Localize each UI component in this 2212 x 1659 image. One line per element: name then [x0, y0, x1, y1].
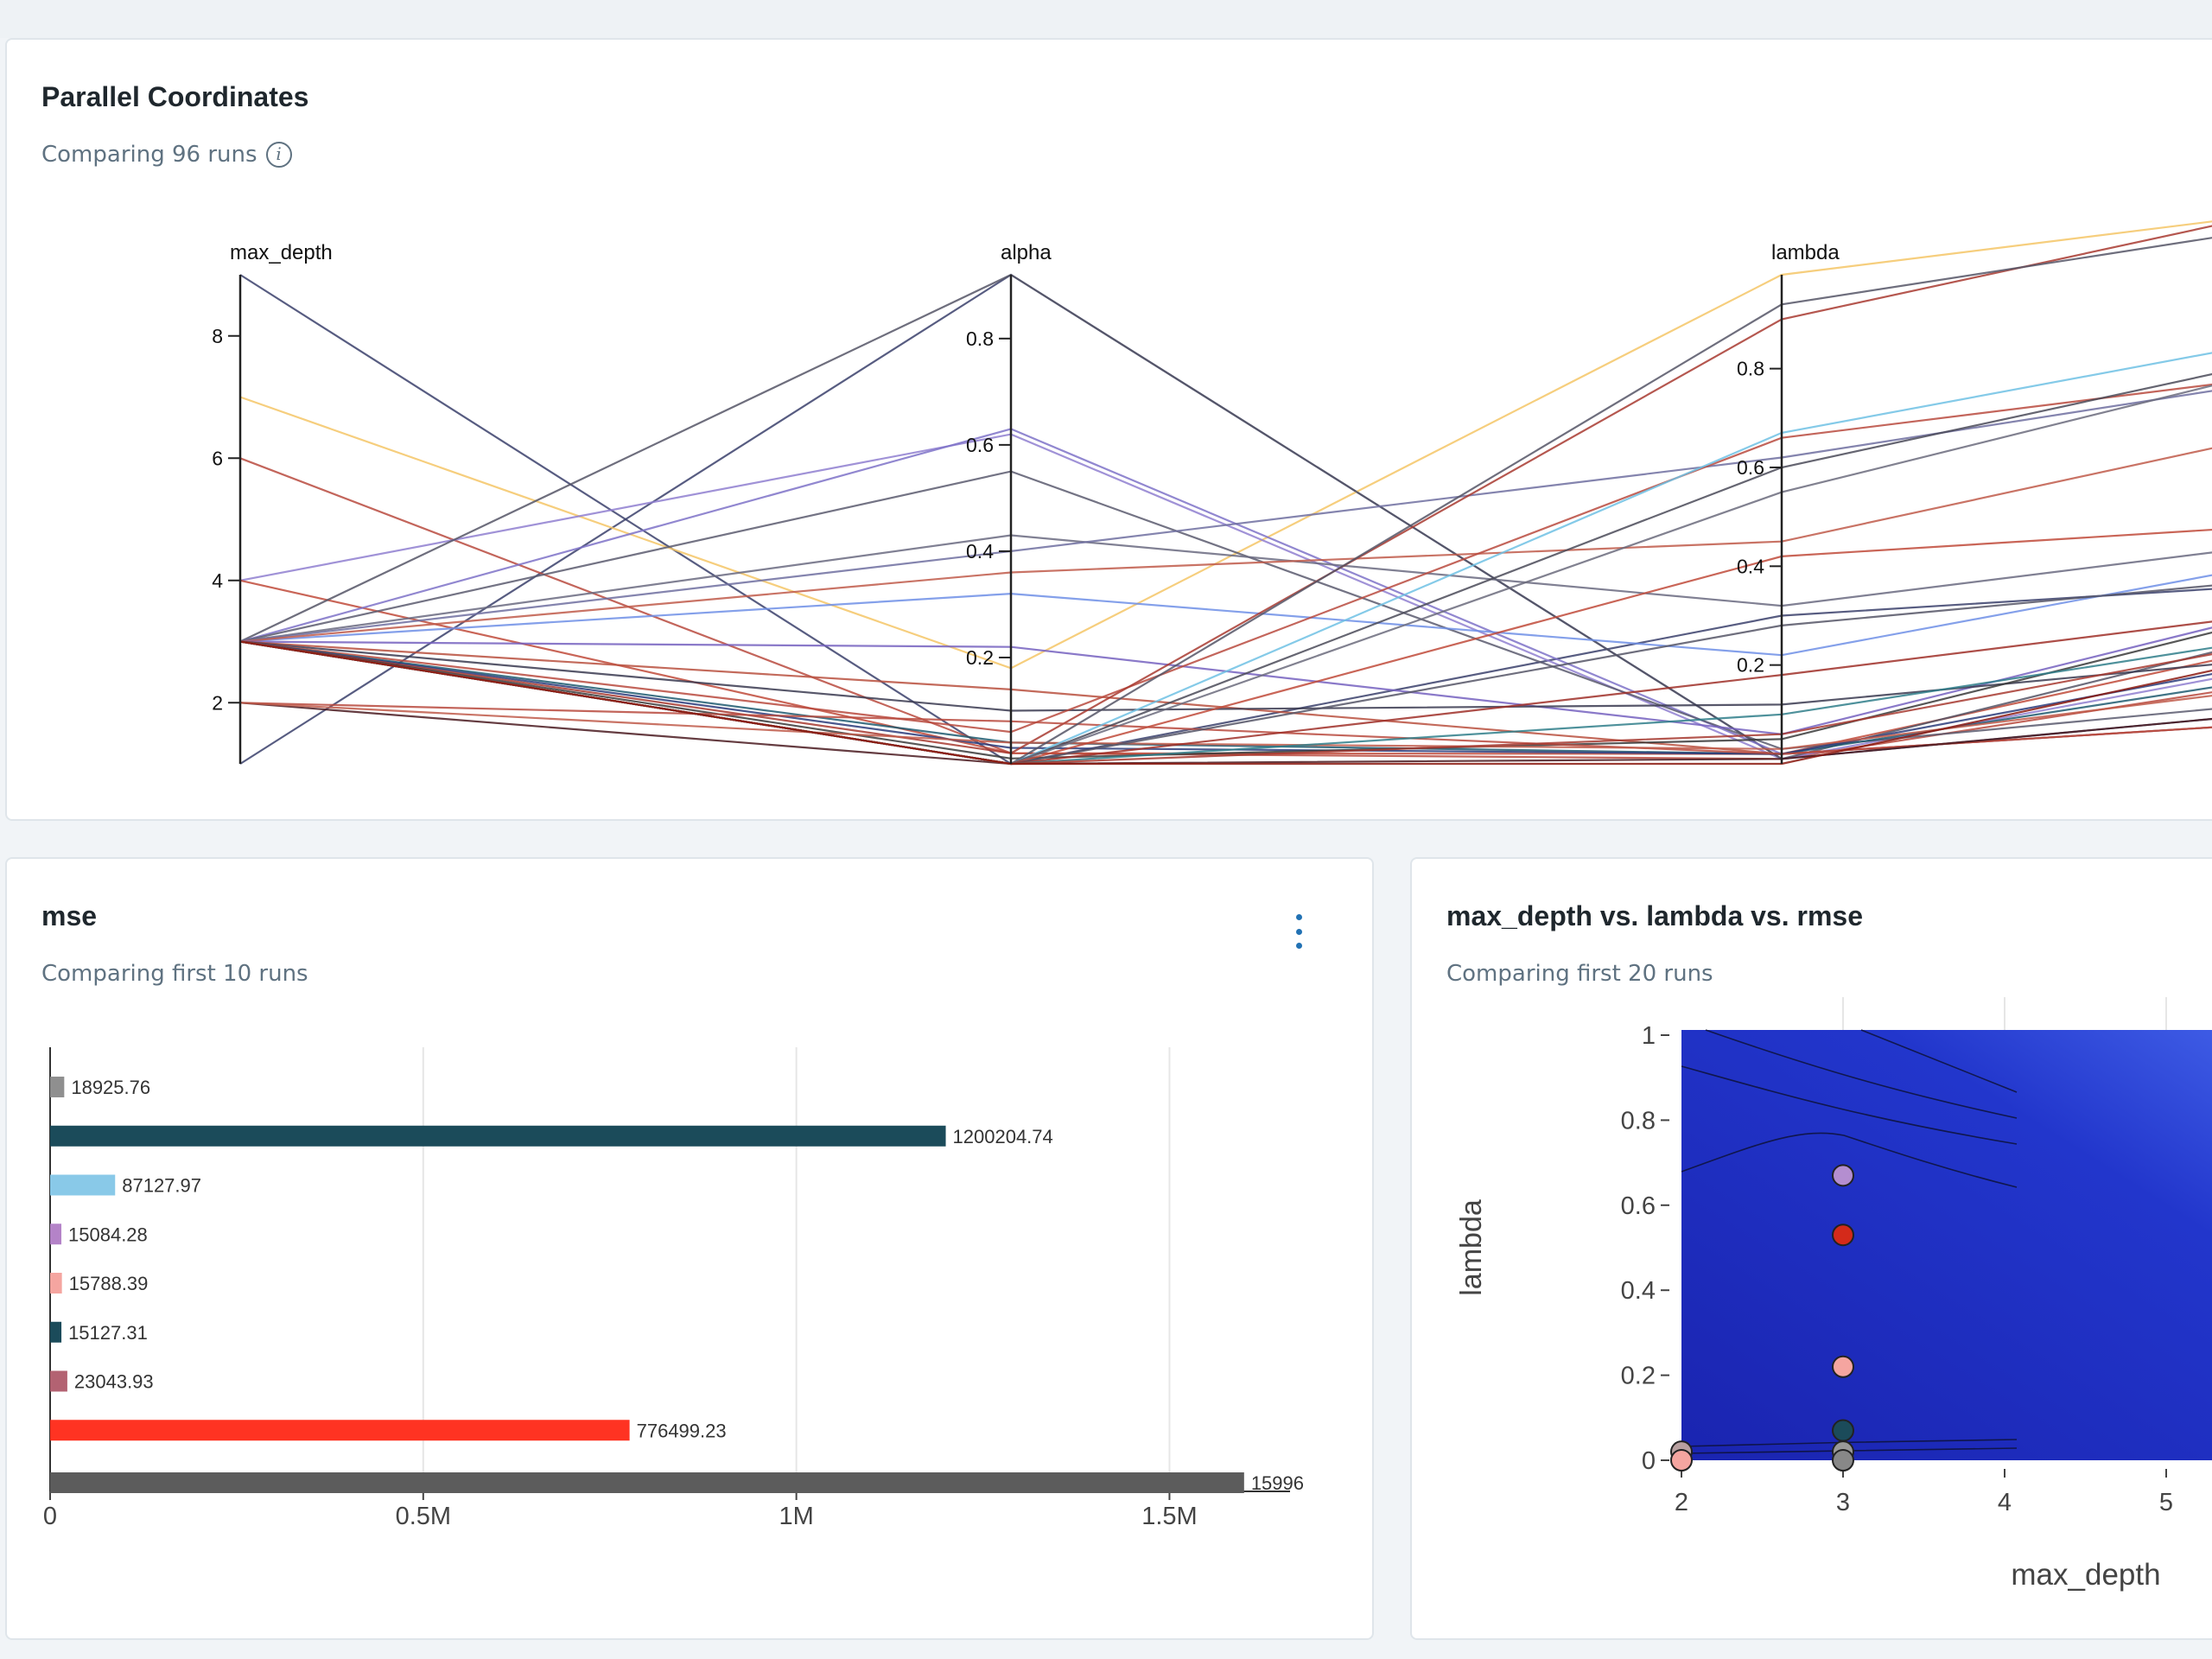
axis-tick-label: 8 [212, 325, 223, 347]
card-subtitle: Comparing 96 runs i [41, 142, 292, 168]
bar [50, 1077, 65, 1097]
y-tick-label: 0.8 [1621, 1107, 1656, 1135]
axis-tick-label: 0.2 [1737, 654, 1764, 677]
contour-line [1860, 1029, 2018, 1093]
y-tick-label: 1 [1642, 1022, 1656, 1050]
parallel-line [239, 470, 2212, 750]
axis-tick-label: 0.8 [1737, 358, 1764, 380]
parallel-line [239, 390, 2212, 643]
bar-value-label: 87127.97 [122, 1175, 201, 1197]
x-tick-label: 0 [43, 1503, 57, 1530]
bar [50, 1174, 116, 1196]
contour-plot: 0 0.2 0.4 0.6 0.8 1 2 3 4 5 lambda max_depth [1455, 997, 2212, 1592]
x-tick-label: 2 [1675, 1489, 1688, 1516]
card-title: Parallel Coordinates [41, 81, 309, 112]
card-title: max_depth vs. lambda vs. rmse [1446, 900, 1863, 931]
y-tick-label: 0.4 [1621, 1277, 1656, 1305]
card-title: mse [41, 900, 98, 931]
x-tick-label: 1.5M [1141, 1503, 1197, 1530]
parallel-line [239, 702, 2212, 766]
contour-line [1681, 1132, 2018, 1188]
axis-title: lambda [1771, 241, 1840, 264]
parallel-line [239, 574, 2212, 657]
subtitle-text: Comparing 96 runs [41, 142, 257, 168]
parallel-line [239, 695, 2212, 750]
parallel-line [239, 640, 2212, 755]
info-icon[interactable]: i [265, 142, 292, 168]
axis-tick-label: 4 [212, 569, 223, 592]
bar-value-label: 15084.28 [68, 1224, 148, 1245]
bar [50, 1472, 1244, 1493]
parallel-line [239, 534, 2212, 643]
mse-bar-chart: 0 0.5M 1M 1.5M 18925.76 1200204.74 87127.97 150… [43, 1047, 1304, 1530]
parallel-line [239, 352, 2212, 766]
scatter-point [1832, 1224, 1854, 1247]
parallel-coordinates-card: Parallel Coordinates Comparing 96 runs i… [5, 38, 2212, 821]
x-tick-label: 0.5M [396, 1503, 451, 1530]
y-tick-label: 0.6 [1621, 1192, 1656, 1220]
x-axis-label: max_depth [2011, 1558, 2160, 1592]
x-tick-label: 1M [779, 1503, 813, 1530]
axis-tick-label: 0.6 [1737, 456, 1764, 479]
bar [50, 1370, 67, 1392]
axis-tick-label: 0.2 [966, 646, 994, 669]
axis-tick-label: 0.4 [966, 540, 994, 563]
bar-value-label: 776499.23 [637, 1420, 727, 1441]
parallel-line [239, 457, 2212, 760]
bar-value-label: 1200204.74 [953, 1126, 1053, 1147]
kebab-menu-icon[interactable] [1286, 911, 1312, 952]
mse-chart-card: mse Comparing first 10 runs 0 0.5M 1M 1.5M 1… [5, 857, 1374, 1640]
parallel-line [239, 447, 2212, 643]
bar [50, 1273, 62, 1294]
parallel-line [239, 433, 2212, 760]
scatter-point [1670, 1449, 1693, 1471]
parallel-line [239, 640, 2212, 712]
axis-tick-label: 0.6 [966, 434, 994, 456]
axis-tick-label: 0.8 [966, 327, 994, 350]
scatter-point [1832, 1164, 1854, 1187]
y-tick-label: 0.2 [1621, 1363, 1656, 1390]
scatter-point [1832, 1419, 1854, 1442]
axis-tick-label: 6 [212, 447, 223, 469]
parallel-line [239, 579, 2212, 755]
contour-chart-card: max_depth vs. lambda vs. rmse Comparing … [1410, 857, 2212, 1640]
parallel-line [239, 702, 2212, 755]
contour-fill [1681, 1030, 2212, 1460]
y-tick-label: 0 [1642, 1447, 1656, 1475]
scatter-point [1832, 1449, 1854, 1471]
parallel-line [239, 640, 2212, 766]
parallel-line [239, 273, 2212, 760]
x-tick-label: 3 [1836, 1489, 1850, 1516]
parallel-coordinates-chart: max_depth 2 4 6 8 alpha 0.2 0.4 0.6 0.8 lambda 0.2 0… [212, 220, 2212, 766]
bar-value-label: 18925.76 [71, 1077, 150, 1098]
page-background-strip [0, 0, 2212, 38]
axis-tick-label: 0.4 [1737, 555, 1764, 577]
bar-value-label: 23043.93 [74, 1371, 154, 1393]
bar [50, 1125, 946, 1147]
bar [50, 1224, 62, 1245]
card-subtitle: Comparing first 10 runs [41, 961, 308, 987]
x-tick-label: 5 [2159, 1489, 2173, 1516]
parallel-line [239, 220, 2212, 670]
parallel-line [239, 225, 2212, 754]
bar [50, 1321, 62, 1343]
parallel-line [239, 383, 2212, 734]
bar-value-label: 15788.39 [69, 1273, 149, 1294]
axis-tick-label: 2 [212, 691, 223, 714]
parallel-line [239, 626, 2212, 735]
bar-value-label: 15127.31 [68, 1322, 148, 1344]
bar-value-label: 15996 [1251, 1472, 1304, 1494]
x-tick-label: 4 [1998, 1489, 2012, 1516]
contour-line [1681, 1065, 2018, 1145]
y-axis-label: lambda [1455, 1199, 1488, 1296]
contour-line [1705, 1029, 2018, 1119]
axis-title: alpha [1001, 241, 1052, 264]
scatter-point [1832, 1355, 1854, 1378]
axis-title: max_depth [230, 241, 333, 264]
bar [50, 1420, 630, 1441]
card-subtitle: Comparing first 20 runs [1446, 961, 1713, 987]
